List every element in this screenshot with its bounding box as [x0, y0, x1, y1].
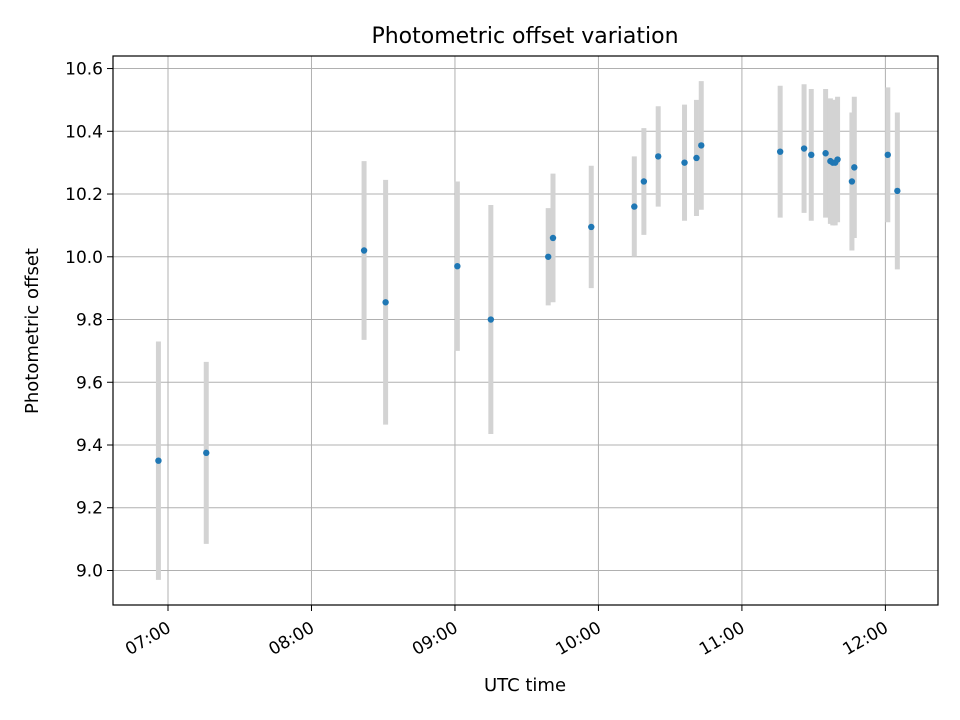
data-point: [360, 247, 368, 254]
data-point: [884, 151, 891, 159]
data-point: [822, 150, 829, 157]
data-point: [155, 457, 162, 464]
x-tick-label: 10:00: [552, 618, 604, 660]
y-axis-label: Photometric offset: [22, 248, 43, 414]
x-tick-label: 07:00: [122, 618, 174, 660]
x-tick-label: 08:00: [266, 618, 318, 660]
data-point: [894, 187, 901, 195]
data-point: [681, 159, 688, 166]
x-tick-label: 11:00: [696, 618, 748, 660]
error-bars: [155, 81, 900, 580]
data-point: [203, 449, 210, 457]
y-tick-label: 9.0: [76, 561, 103, 581]
data-point: [693, 154, 700, 162]
data-point: [800, 145, 808, 152]
data-point: [776, 148, 784, 155]
plot-frame: [112, 55, 939, 606]
data-point: [655, 153, 662, 160]
y-tick-label: 9.8: [76, 311, 103, 331]
data-point: [631, 203, 638, 210]
data-markers: [155, 142, 901, 464]
y-tick-label: 9.2: [76, 499, 103, 519]
data-point: [834, 156, 841, 163]
x-tick-label: 12:00: [839, 618, 891, 660]
grid-lines: [113, 56, 938, 605]
data-point: [698, 142, 705, 149]
x-tick-label: 09:00: [409, 618, 461, 660]
x-axis-label: UTC time: [484, 675, 566, 696]
data-point: [487, 316, 495, 323]
y-tick-label: 10.0: [65, 248, 103, 268]
data-point: [382, 299, 389, 306]
chart-title: Photometric offset variation: [371, 24, 678, 49]
y-tick-label: 10.2: [65, 185, 103, 205]
data-point: [851, 164, 858, 171]
data-point: [848, 178, 856, 185]
data-point: [588, 223, 595, 231]
data-point: [454, 262, 461, 270]
y-tick-label: 10.6: [65, 60, 103, 80]
data-point: [640, 178, 648, 185]
data-point: [549, 234, 557, 242]
y-tick-label: 9.4: [76, 436, 103, 456]
data-point: [808, 151, 815, 159]
y-tick-label: 10.4: [65, 122, 103, 142]
axis-ticks: 07:00 08:00 09:00 10:00 11:00 12:00 9.0 9.2 9.4 9…: [65, 60, 892, 660]
data-point: [545, 253, 552, 260]
y-tick-label: 9.6: [76, 373, 103, 393]
